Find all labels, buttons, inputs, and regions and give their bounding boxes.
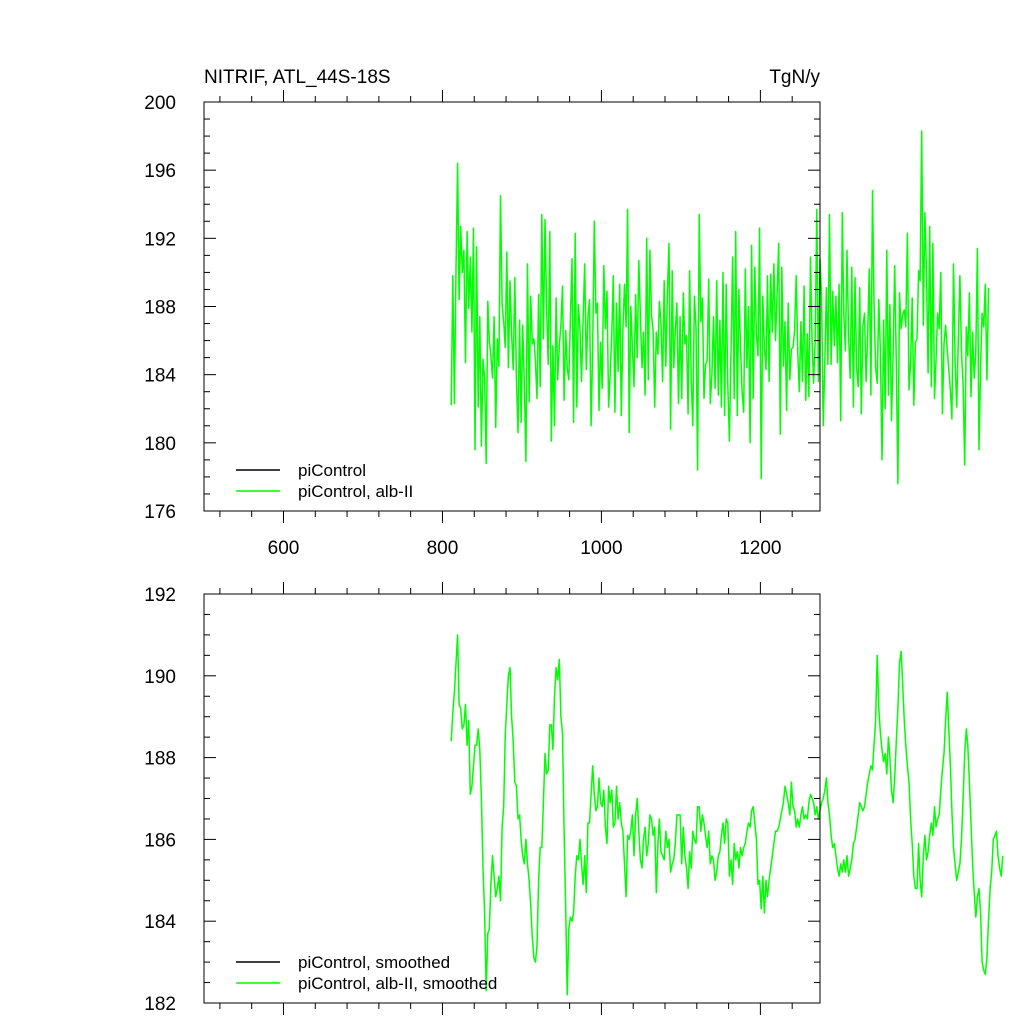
y-tick-label: 188 <box>144 749 176 770</box>
chart-top-panel: NITRIF, ATL_44S-18S TgN/y 176 180 184 188 19… <box>144 67 990 559</box>
legend-label-piControl-alb-II-smoothed: piControl, alb-II, smoothed <box>298 974 497 993</box>
y-tick-label: 190 <box>144 667 176 688</box>
x-tick-label: 600 <box>268 538 300 559</box>
y-tick-label: 192 <box>144 585 176 606</box>
series-line <box>450 634 1004 996</box>
axis-ticks-top: 176 180 184 188 192 196 200 600 800 1000 1200 <box>144 90 820 559</box>
legend-top: piControl piControl, alb-II <box>236 461 413 501</box>
x-tick-label: 1200 <box>739 538 781 559</box>
series-piControl-alb-II-smoothed <box>450 634 1004 996</box>
y-tick-label: 196 <box>144 161 176 182</box>
axis-ticks-bottom: 182 184 186 188 190 192 <box>144 582 820 1015</box>
legend-label-piControl: piControl <box>298 461 366 480</box>
y-tick-label: 180 <box>144 434 176 455</box>
chart-title: NITRIF, ATL_44S-18S <box>204 67 391 88</box>
y-tick-label: 188 <box>144 298 176 319</box>
x-tick-label: 800 <box>427 538 459 559</box>
y-tick-label: 182 <box>144 994 176 1015</box>
y-tick-label: 176 <box>144 502 176 523</box>
legend-label-piControl-smoothed: piControl, smoothed <box>298 953 450 972</box>
legend-bottom: piControl, smoothed piControl, alb-II, s… <box>236 953 497 993</box>
y-tick-label: 184 <box>144 366 176 387</box>
plot-frame-bottom <box>203 593 821 1004</box>
x-tick-label: 1000 <box>580 538 622 559</box>
chart-bottom-panel: 182 184 186 188 190 192 piControl, smoothed p… <box>144 582 1004 1015</box>
y-tick-label: 184 <box>144 912 176 933</box>
series-piControl-alb-II <box>450 130 990 485</box>
legend-label-piControl-alb-II: piControl, alb-II <box>298 482 413 501</box>
y-tick-label: 192 <box>144 229 176 250</box>
series-line <box>450 130 990 485</box>
y-tick-label: 200 <box>144 93 176 114</box>
plot-frame-top <box>203 101 821 512</box>
chart-units: TgN/y <box>769 67 820 88</box>
y-tick-label: 186 <box>144 830 176 851</box>
